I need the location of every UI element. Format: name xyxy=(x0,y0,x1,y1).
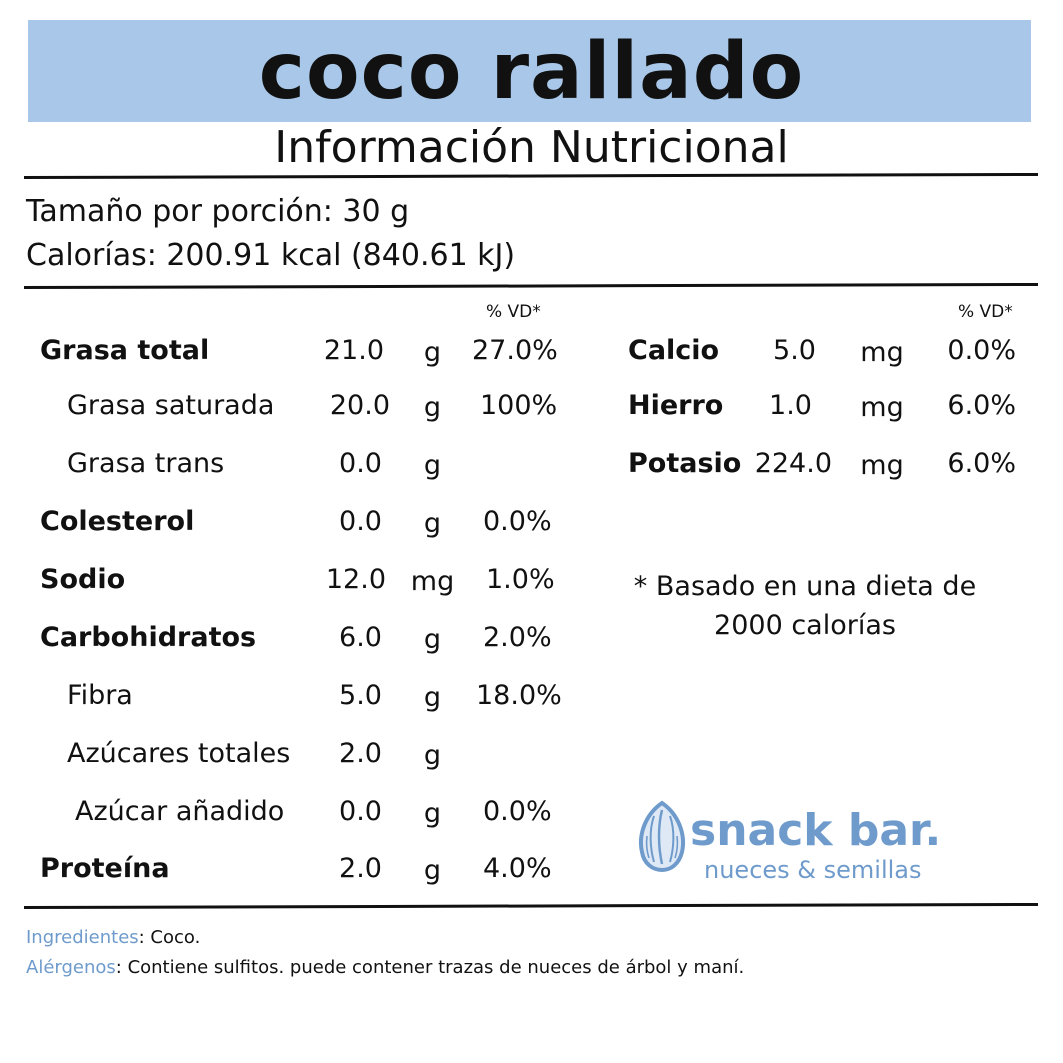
nutrient-name: Azúcar añadido xyxy=(75,796,285,827)
nutrient-unit: g xyxy=(423,855,442,886)
brand-tagline: nueces & semillas xyxy=(704,856,922,884)
nutrient-unit: g xyxy=(423,508,442,539)
ingredients-label: Ingredientes xyxy=(26,927,139,948)
nutrient-name: Sodio xyxy=(40,564,126,595)
vd-header-right: % VD* xyxy=(958,302,1013,322)
brand-name: snack bar. xyxy=(690,805,942,856)
nutrient-amount: 20.0 xyxy=(329,390,390,421)
nutrient-amount: 6.0 xyxy=(339,622,382,653)
nutrient-name: Azúcares totales xyxy=(67,738,291,769)
allergens-label: Alérgenos xyxy=(26,957,116,978)
nutrient-unit: g xyxy=(423,392,442,423)
mineral-vd: 6.0% xyxy=(947,448,1016,479)
nutrient-amount: 5.0 xyxy=(339,680,382,711)
nutrient-vd: 4.0% xyxy=(483,853,552,884)
nutrient-unit: g xyxy=(423,740,442,771)
mineral-name: Hierro xyxy=(628,390,724,421)
nutrient-name: Grasa trans xyxy=(67,448,225,479)
almond-icon xyxy=(639,800,685,872)
nutrient-amount: 0.0 xyxy=(339,448,382,479)
title-banner xyxy=(28,20,1031,122)
serving-size: Tamaño por porción: 30 g xyxy=(26,194,410,229)
nutrient-amount: 2.0 xyxy=(339,853,382,884)
nutrient-amount: 21.0 xyxy=(323,335,384,366)
ingredients-text: : Coco. xyxy=(138,927,201,948)
nutrient-name: Carbohidratos xyxy=(40,622,257,653)
mineral-name: Potasio xyxy=(628,448,742,479)
footnote-line-2: 2000 calorías xyxy=(714,610,896,641)
nutrient-unit: g xyxy=(423,450,442,481)
label-subtitle: Información Nutricional xyxy=(274,122,789,173)
nutrient-vd: 0.0% xyxy=(483,506,552,537)
ingredients-line: Ingredientes: Coco. xyxy=(26,926,200,950)
vd-header-left: % VD* xyxy=(486,302,541,322)
mineral-unit: mg xyxy=(860,337,904,368)
mineral-name: Calcio xyxy=(628,335,720,366)
nutrient-name: Fibra xyxy=(67,680,133,711)
product-title: coco rallado xyxy=(258,27,805,117)
mineral-vd: 6.0% xyxy=(947,390,1016,421)
allergens-line: Alérgenos: Contiene sulfitos. puede cont… xyxy=(26,956,744,980)
nutrient-vd: 2.0% xyxy=(483,622,552,653)
nutrient-unit: g xyxy=(423,682,442,713)
nutrient-unit: g xyxy=(423,798,442,829)
mineral-unit: mg xyxy=(860,392,904,423)
mineral-amount: 5.0 xyxy=(773,335,816,366)
mineral-amount: 224.0 xyxy=(754,448,832,479)
nutrient-amount: 2.0 xyxy=(339,738,382,769)
nutrient-vd: 1.0% xyxy=(486,564,555,595)
divider-middle xyxy=(23,282,1039,289)
nutrient-name: Proteína xyxy=(40,853,170,884)
nutrient-name: Grasa saturada xyxy=(67,390,275,421)
nutrient-amount: 0.0 xyxy=(339,506,382,537)
nutrient-vd: 27.0% xyxy=(472,335,558,366)
mineral-vd: 0.0% xyxy=(947,335,1016,366)
nutrient-name: Grasa total xyxy=(40,335,210,366)
nutrient-name: Colesterol xyxy=(40,506,195,537)
nutrient-vd: 100% xyxy=(480,390,558,421)
allergens-text: : Contiene sulfitos. puede contener traz… xyxy=(115,957,745,978)
nutrient-unit: g xyxy=(423,337,442,368)
nutrient-vd: 18.0% xyxy=(476,680,562,711)
calories: Calorías: 200.91 kcal (840.61 kJ) xyxy=(26,238,516,273)
nutrient-vd: 0.0% xyxy=(483,796,552,827)
nutrient-unit: mg xyxy=(410,566,455,597)
nutrient-amount: 12.0 xyxy=(325,564,386,595)
nutrient-amount: 0.0 xyxy=(339,796,382,827)
mineral-unit: mg xyxy=(860,450,904,481)
footnote-line-1: * Basado en una dieta de xyxy=(633,571,977,602)
mineral-amount: 1.0 xyxy=(769,390,812,421)
nutrient-unit: g xyxy=(423,624,442,655)
divider-bottom xyxy=(23,902,1039,909)
